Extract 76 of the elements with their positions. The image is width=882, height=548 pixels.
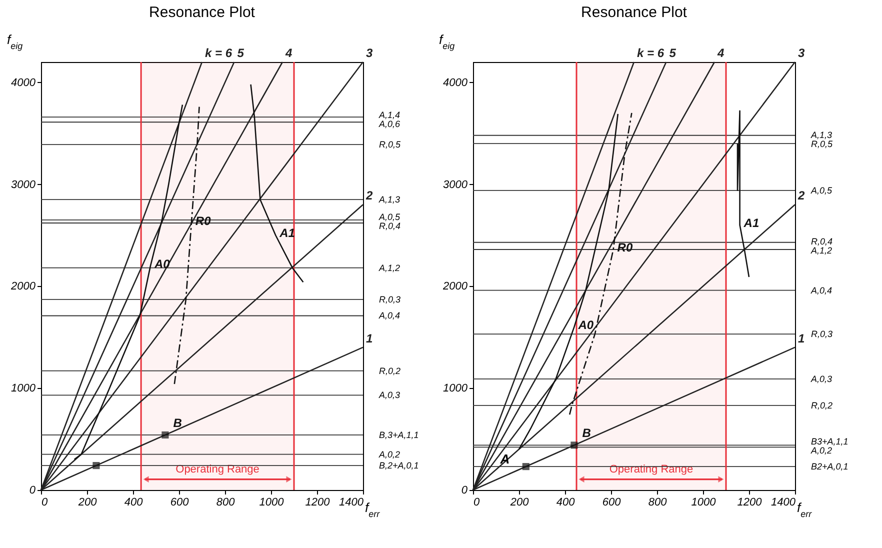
series-label: 1 <box>798 331 805 346</box>
ref-line-label: R,0,3 <box>379 294 401 304</box>
series-label: k = 6 <box>205 46 232 60</box>
x-tick-label: 1000 <box>691 496 717 508</box>
series-label: B <box>582 426 592 440</box>
series-label: 4 <box>284 46 292 60</box>
series-label: 3 <box>366 46 373 60</box>
series-label: A0 <box>577 318 594 332</box>
series-label: 3 <box>798 46 805 60</box>
x-tick-label: 1400 <box>771 496 796 508</box>
chart-title: Resonance Plot <box>581 4 688 21</box>
ref-line-label: R,0,5 <box>811 138 834 149</box>
series-label: A1 <box>742 216 760 230</box>
x-tick-label: 1000 <box>259 496 285 508</box>
ref-line-label: B,2+A,0,1 <box>379 460 419 471</box>
x-tick-label: 600 <box>602 496 622 508</box>
ref-line-label: B,3+A,1,1 <box>379 430 419 440</box>
series-label: B <box>173 416 182 430</box>
ref-line-label: A,1,4 <box>378 110 400 120</box>
ref-line-label: A,0,2 <box>378 449 400 460</box>
ref-line-label: A,0,3 <box>378 390 400 400</box>
y-tick-label: 1000 <box>11 382 36 395</box>
x-axis-title: f$_{err}$ <box>797 500 813 519</box>
ref-line-label: A,0,4 <box>810 285 832 296</box>
y-axis-title: f$_{eig}$ <box>439 32 455 51</box>
ref-line-label: A,0,3 <box>810 374 832 384</box>
x-tick-label: 400 <box>556 496 576 508</box>
ref-line-label: R,0,3 <box>811 329 833 340</box>
y-tick-label: 2000 <box>442 280 468 293</box>
ref-line-label: R,0,4 <box>811 236 833 246</box>
chart-title: Resonance Plot <box>149 4 256 21</box>
y-tick-label: 3000 <box>443 178 468 191</box>
band-label: Operating Range <box>609 463 694 476</box>
y-tick-label: 1000 <box>443 382 468 395</box>
y-tick-label: 3000 <box>11 178 36 191</box>
ref-line-label: A,0,2 <box>810 446 832 456</box>
ref-line-label: B2+A,0,1 <box>811 462 848 472</box>
ref-line-label: A,0,5 <box>810 185 834 196</box>
x-tick-label: 600 <box>170 496 190 508</box>
y-tick-label: 4000 <box>11 76 36 89</box>
ref-line-label: A,0,6 <box>378 119 400 130</box>
x-tick-label: 200 <box>77 496 98 508</box>
series-label: 1 <box>366 331 373 346</box>
y-axis-title: f$_{eig}$ <box>7 32 23 51</box>
x-tick-label: 1400 <box>339 496 364 508</box>
ref-line-label: A,1,3 <box>378 194 400 205</box>
y-tick-label: 4000 <box>443 76 468 89</box>
ref-line-label: B3+A,1,1 <box>811 436 848 447</box>
x-tick-label: 0 <box>42 496 48 508</box>
series-label: 2 <box>797 188 805 203</box>
series-label: 5 <box>669 46 676 60</box>
x-tick-label: 400 <box>124 496 144 508</box>
y-tick-label: 0 <box>461 484 468 496</box>
ref-line-label: R,0,2 <box>379 366 401 376</box>
x-tick-label: 800 <box>648 496 668 508</box>
series-label: k = 6 <box>637 46 664 60</box>
series-label: 5 <box>237 46 244 60</box>
y-tick-label: 0 <box>29 484 36 496</box>
x-axis-title: f$_{err}$ <box>365 500 381 519</box>
series-label: 2 <box>365 188 373 203</box>
ref-line-label: R,0,5 <box>379 140 402 150</box>
x-tick-label: 0 <box>474 496 480 508</box>
ref-line-label: A,1,2 <box>378 262 400 273</box>
ref-line-label: R,0,4 <box>379 220 401 231</box>
series-label: 4 <box>716 46 724 60</box>
ref-line-label: A,1,2 <box>810 245 832 256</box>
ref-line-label: A,1,3 <box>810 130 832 140</box>
y-tick-label: 2000 <box>10 280 36 293</box>
x-tick-label: 200 <box>509 496 530 508</box>
ref-line-label: A,0,4 <box>378 310 400 321</box>
x-tick-label: 1200 <box>305 496 331 508</box>
x-tick-label: 800 <box>216 496 236 508</box>
ref-line-label: R,0,2 <box>811 400 833 410</box>
band-label: Operating Range <box>176 463 260 476</box>
ref-line-label: A,0,5 <box>378 212 402 222</box>
x-tick-label: 1200 <box>737 496 763 508</box>
